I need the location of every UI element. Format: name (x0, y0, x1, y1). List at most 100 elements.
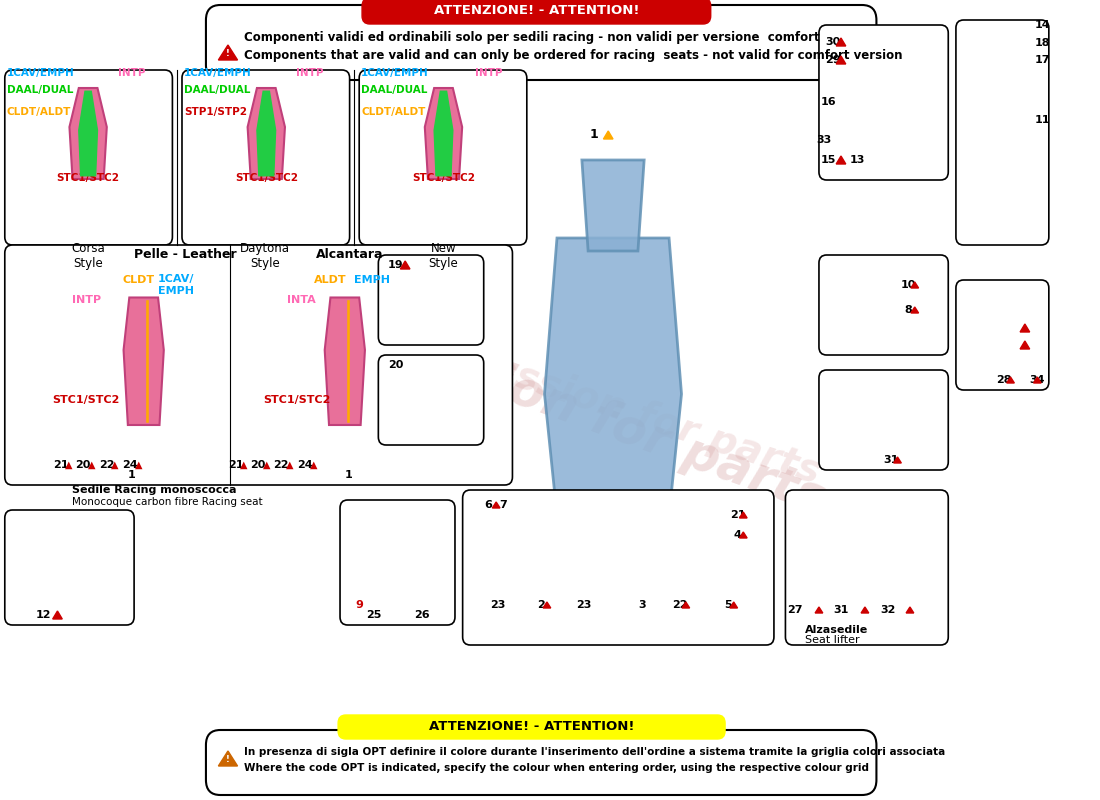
Text: 20: 20 (388, 360, 404, 370)
Polygon shape (911, 282, 918, 288)
Text: Pelle - Leather: Pelle - Leather (134, 248, 236, 261)
Text: 4: 4 (734, 530, 741, 540)
Text: 10: 10 (900, 280, 915, 290)
Text: !: ! (226, 49, 230, 58)
FancyBboxPatch shape (206, 5, 877, 80)
Text: In presenza di sigla OPT definire il colore durante l'inserimento dell'ordine a : In presenza di sigla OPT definire il col… (244, 747, 946, 757)
FancyBboxPatch shape (820, 25, 948, 180)
Text: ▲: ▲ (286, 460, 294, 470)
Polygon shape (1006, 377, 1014, 383)
Text: 31: 31 (834, 605, 849, 615)
Polygon shape (257, 91, 276, 176)
Text: 1CAV/EMPH: 1CAV/EMPH (7, 68, 75, 78)
Polygon shape (893, 457, 901, 463)
Text: INTP: INTP (118, 68, 145, 78)
Text: DAAL/DUAL: DAAL/DUAL (184, 85, 251, 95)
Text: ALDT: ALDT (315, 275, 346, 285)
Text: Components that are valid and can only be ordered for racing  seats - not valid : Components that are valid and can only b… (244, 49, 903, 62)
Text: 5: 5 (724, 600, 732, 610)
Polygon shape (219, 45, 238, 60)
Polygon shape (911, 307, 918, 313)
Text: 24: 24 (297, 460, 312, 470)
Text: ▲: ▲ (263, 460, 271, 470)
Text: 29: 29 (825, 55, 842, 65)
Text: 22: 22 (99, 460, 114, 470)
FancyBboxPatch shape (820, 370, 948, 470)
Text: 8: 8 (904, 305, 912, 315)
Text: CLDT/ALDT: CLDT/ALDT (361, 107, 426, 117)
Text: 24: 24 (122, 460, 138, 470)
Polygon shape (123, 298, 164, 425)
Text: a passion for parts: a passion for parts (420, 328, 825, 492)
Text: STP1/STP2: STP1/STP2 (184, 107, 246, 117)
Text: 21: 21 (729, 510, 746, 520)
Polygon shape (604, 131, 613, 139)
FancyBboxPatch shape (463, 490, 774, 645)
Text: 1: 1 (344, 470, 353, 480)
Text: DAAL/DUAL: DAAL/DUAL (361, 85, 428, 95)
Text: 14: 14 (1034, 20, 1049, 30)
Text: 25: 25 (366, 610, 382, 620)
Text: 23: 23 (576, 600, 592, 610)
FancyBboxPatch shape (956, 20, 1048, 245)
Text: 22: 22 (273, 460, 288, 470)
Text: 28: 28 (997, 375, 1012, 385)
Polygon shape (543, 602, 551, 608)
Text: Where the code OPT is indicated, specify the colour when entering order, using t: Where the code OPT is indicated, specify… (244, 763, 869, 773)
Polygon shape (324, 298, 365, 425)
Text: 21: 21 (228, 460, 243, 470)
Text: STC1/STC2: STC1/STC2 (56, 173, 120, 183)
Text: 3: 3 (638, 600, 646, 610)
Text: Corsa
Style: Corsa Style (72, 242, 104, 270)
Text: 15: 15 (821, 155, 836, 165)
Text: 12: 12 (35, 610, 51, 620)
Polygon shape (79, 91, 98, 176)
Text: 1CAV/EMPH: 1CAV/EMPH (184, 68, 252, 78)
Polygon shape (1034, 377, 1042, 383)
Text: 1CAV/
EMPH: 1CAV/ EMPH (158, 274, 195, 296)
FancyBboxPatch shape (820, 255, 948, 355)
Text: 6: 6 (485, 500, 493, 510)
FancyBboxPatch shape (182, 70, 350, 245)
Text: New
Style: New Style (429, 242, 459, 270)
Polygon shape (493, 502, 500, 508)
Text: 20: 20 (75, 460, 90, 470)
Text: STC1/STC2: STC1/STC2 (234, 173, 298, 183)
Text: Componenti validi ed ordinabili solo per sedili racing - non validi per versione: Componenti validi ed ordinabili solo per… (244, 31, 820, 45)
Polygon shape (836, 156, 846, 164)
Text: Seat lifter: Seat lifter (804, 635, 859, 645)
Text: ▲: ▲ (135, 460, 143, 470)
Polygon shape (836, 38, 846, 46)
Polygon shape (69, 88, 107, 179)
Text: 19: 19 (388, 260, 404, 270)
Text: 1CAV/EMPH: 1CAV/EMPH (361, 68, 429, 78)
Text: 18: 18 (1034, 38, 1049, 48)
Text: EMPH: EMPH (354, 275, 390, 285)
Polygon shape (1020, 324, 1030, 332)
Text: Daytona
Style: Daytona Style (240, 242, 290, 270)
FancyBboxPatch shape (338, 715, 725, 739)
Text: Sedile Racing monoscocca: Sedile Racing monoscocca (72, 485, 236, 495)
FancyBboxPatch shape (4, 510, 134, 625)
Text: ▲: ▲ (310, 460, 318, 470)
Polygon shape (739, 512, 747, 518)
Text: 1: 1 (590, 129, 598, 142)
Text: INTP: INTP (475, 68, 503, 78)
Text: 2: 2 (537, 600, 546, 610)
Polygon shape (730, 602, 737, 608)
Text: 17: 17 (1034, 55, 1049, 65)
Text: 32: 32 (880, 605, 895, 615)
Text: ▲: ▲ (88, 460, 96, 470)
Text: INTP: INTP (296, 68, 323, 78)
FancyBboxPatch shape (785, 490, 948, 645)
Text: 26: 26 (414, 610, 429, 620)
Text: INTA: INTA (287, 295, 316, 305)
FancyBboxPatch shape (340, 500, 455, 625)
Text: STC1/STC2: STC1/STC2 (412, 173, 475, 183)
Text: 16: 16 (821, 97, 836, 107)
FancyBboxPatch shape (956, 280, 1048, 390)
Polygon shape (1020, 341, 1030, 349)
Text: 9: 9 (355, 600, 363, 610)
Text: 31: 31 (883, 455, 899, 465)
Text: INTP: INTP (72, 295, 101, 305)
